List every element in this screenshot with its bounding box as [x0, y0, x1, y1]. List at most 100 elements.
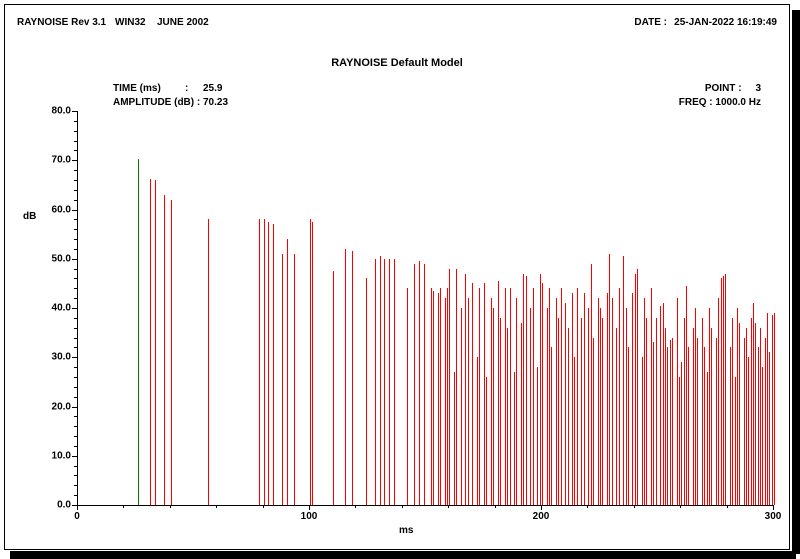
impulse-bar	[259, 219, 260, 505]
impulse-bar	[744, 338, 745, 505]
impulse-bar	[549, 288, 550, 505]
impulse-bar	[558, 318, 559, 505]
impulse-bar	[486, 377, 487, 505]
impulse-bar	[500, 318, 501, 505]
impulse-bar	[282, 254, 283, 505]
y-tick-minor	[74, 141, 77, 142]
impulse-bar	[456, 269, 457, 505]
y-tick-minor	[74, 347, 77, 348]
impulse-bar	[665, 328, 666, 505]
x-tick-minor	[587, 505, 588, 508]
impulse-bar	[721, 278, 722, 505]
x-tick-minor	[216, 505, 217, 508]
time-sep: :	[185, 83, 188, 94]
build-date: JUNE 2002	[157, 17, 209, 28]
impulse-bar	[707, 372, 708, 505]
impulse-bar	[268, 222, 269, 505]
x-tick	[773, 505, 774, 510]
impulse-bar	[556, 298, 557, 505]
amplitude-value: 70.23	[203, 97, 228, 108]
impulse-bar	[591, 264, 592, 505]
impulse-bar	[686, 286, 687, 505]
impulse-bar	[623, 256, 624, 505]
x-tick-label: 0	[74, 511, 80, 522]
impulse-bar	[755, 323, 756, 505]
impulse-bar	[642, 357, 643, 505]
impulse-bar	[465, 274, 466, 505]
impulse-bar	[424, 264, 425, 505]
y-tick-minor	[74, 446, 77, 447]
impulse-bar	[440, 288, 441, 505]
impulse-bar	[751, 318, 752, 505]
y-axis-title: dB	[23, 211, 36, 222]
date-value: 25-JAN-2022 16:19:49	[674, 17, 777, 28]
echogram-plot	[77, 111, 774, 506]
impulse-bar	[628, 347, 629, 505]
impulse-bar	[514, 372, 515, 505]
y-tick-minor	[74, 190, 77, 191]
impulse-bar	[468, 298, 469, 505]
impulse-bar	[445, 298, 446, 505]
x-tick	[309, 505, 310, 510]
impulse-bar	[171, 200, 172, 505]
drop-shadow-bottom	[10, 551, 796, 559]
impulse-bar	[551, 347, 552, 505]
impulse-bar	[574, 357, 575, 505]
impulse-bar	[164, 195, 165, 505]
impulse-bar	[375, 259, 376, 505]
impulse-bar	[493, 308, 494, 505]
impulse-bar	[716, 338, 717, 505]
impulse-bar	[568, 328, 569, 505]
impulse-bar	[584, 293, 585, 505]
impulse-bar	[593, 338, 594, 505]
impulse-bar	[753, 303, 754, 505]
y-tick-label: 10.0	[45, 450, 71, 461]
impulse-bar	[684, 318, 685, 505]
date-label: DATE :	[634, 17, 667, 28]
chart-title: RAYNOISE Default Model	[5, 57, 789, 69]
impulse-bar	[774, 313, 775, 505]
y-tick-minor	[74, 416, 77, 417]
freq-value: 1000.0 Hz	[715, 97, 761, 108]
impulse-bar	[598, 298, 599, 505]
impulse-bar	[389, 259, 390, 505]
impulse-bar	[660, 306, 661, 505]
y-tick-minor	[74, 269, 77, 270]
impulse-bar	[656, 318, 657, 505]
impulse-bar	[208, 219, 209, 505]
impulse-bar	[472, 283, 473, 505]
impulse-bar	[670, 340, 671, 505]
y-tick-minor	[74, 229, 77, 230]
impulse-bar	[730, 347, 731, 505]
x-tick-minor	[355, 505, 356, 508]
impulse-bar	[762, 367, 763, 505]
impulse-bar	[461, 308, 462, 505]
y-tick-minor	[74, 150, 77, 151]
y-tick-minor	[74, 387, 77, 388]
impulse-bar	[600, 308, 601, 505]
impulse-bar	[677, 298, 678, 505]
impulse-bar	[767, 313, 768, 505]
impulse-bar	[477, 357, 478, 505]
impulse-bar	[561, 288, 562, 505]
impulse-bar	[264, 219, 265, 505]
impulse-bar	[510, 288, 511, 505]
y-tick-label: 70.0	[45, 155, 71, 166]
freq-label: FREQ : 1000.0 Hz	[679, 97, 761, 108]
y-tick-minor	[74, 328, 77, 329]
y-tick-minor	[74, 367, 77, 368]
x-tick	[541, 505, 542, 510]
impulse-bar	[352, 251, 353, 505]
impulse-bar	[310, 219, 311, 505]
impulse-bar	[394, 259, 395, 505]
impulse-bar	[540, 274, 541, 505]
impulse-bar	[150, 179, 151, 505]
y-tick-minor	[74, 170, 77, 171]
y-tick	[72, 210, 77, 211]
y-tick-minor	[74, 338, 77, 339]
impulse-bar	[438, 293, 439, 505]
impulse-bar	[697, 338, 698, 505]
x-tick-minor	[263, 505, 264, 508]
impulse-bar	[607, 293, 608, 505]
time-value: 25.9	[203, 83, 222, 94]
